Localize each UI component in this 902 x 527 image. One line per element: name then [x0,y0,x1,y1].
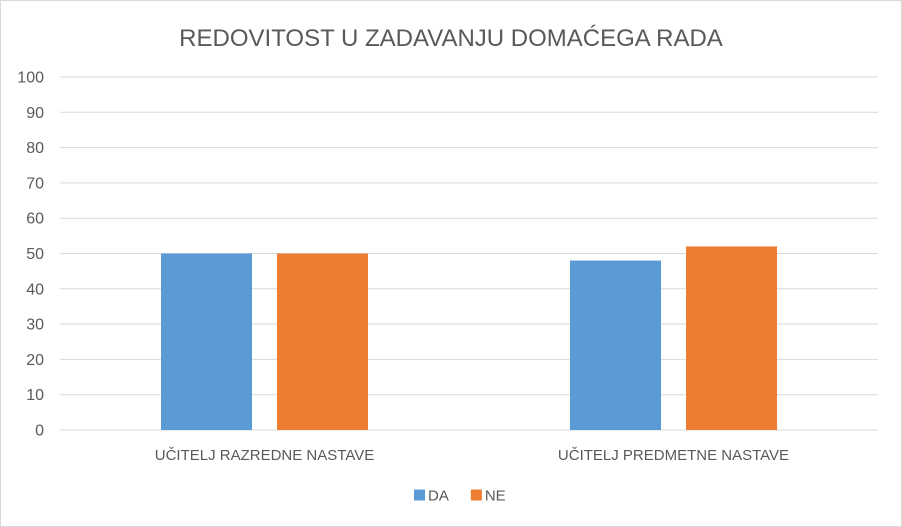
y-tick-label: 60 [26,211,44,228]
legend: DA NE [414,488,506,505]
bars [161,246,777,430]
legend-label-ne: NE [485,488,506,505]
y-tick-label: 0 [35,423,44,440]
y-tick-label: 80 [26,140,44,157]
legend-swatch-da [414,489,425,501]
bar-da-1 [570,260,661,430]
y-axis-ticks: 0 10 20 30 40 50 60 70 80 90 100 [17,70,44,440]
y-tick-label: 70 [26,175,44,192]
x-category-label: UČITELJ PREDMETNE NASTAVE [558,447,789,464]
y-tick-label: 50 [26,246,44,263]
y-tick-label: 90 [26,105,44,122]
y-tick-label: 10 [26,387,44,404]
bar-ne-1 [686,246,777,430]
legend-label-da: DA [428,488,449,505]
x-category-label: UČITELJ RAZREDNE NASTAVE [155,447,374,464]
y-tick-label: 20 [26,352,44,369]
legend-swatch-ne [470,489,482,501]
x-axis-categories: UČITELJ RAZREDNE NASTAVE UČITELJ PREDMETN… [155,447,789,464]
y-tick-label: 40 [26,281,44,298]
y-tick-label: 100 [17,70,44,87]
chart-title: REDOVITOST U ZADAVANJU DOMAĆEGA RADA [179,25,723,52]
bar-da-0 [161,253,252,430]
y-tick-label: 30 [26,317,44,334]
bar-ne-0 [277,253,368,430]
